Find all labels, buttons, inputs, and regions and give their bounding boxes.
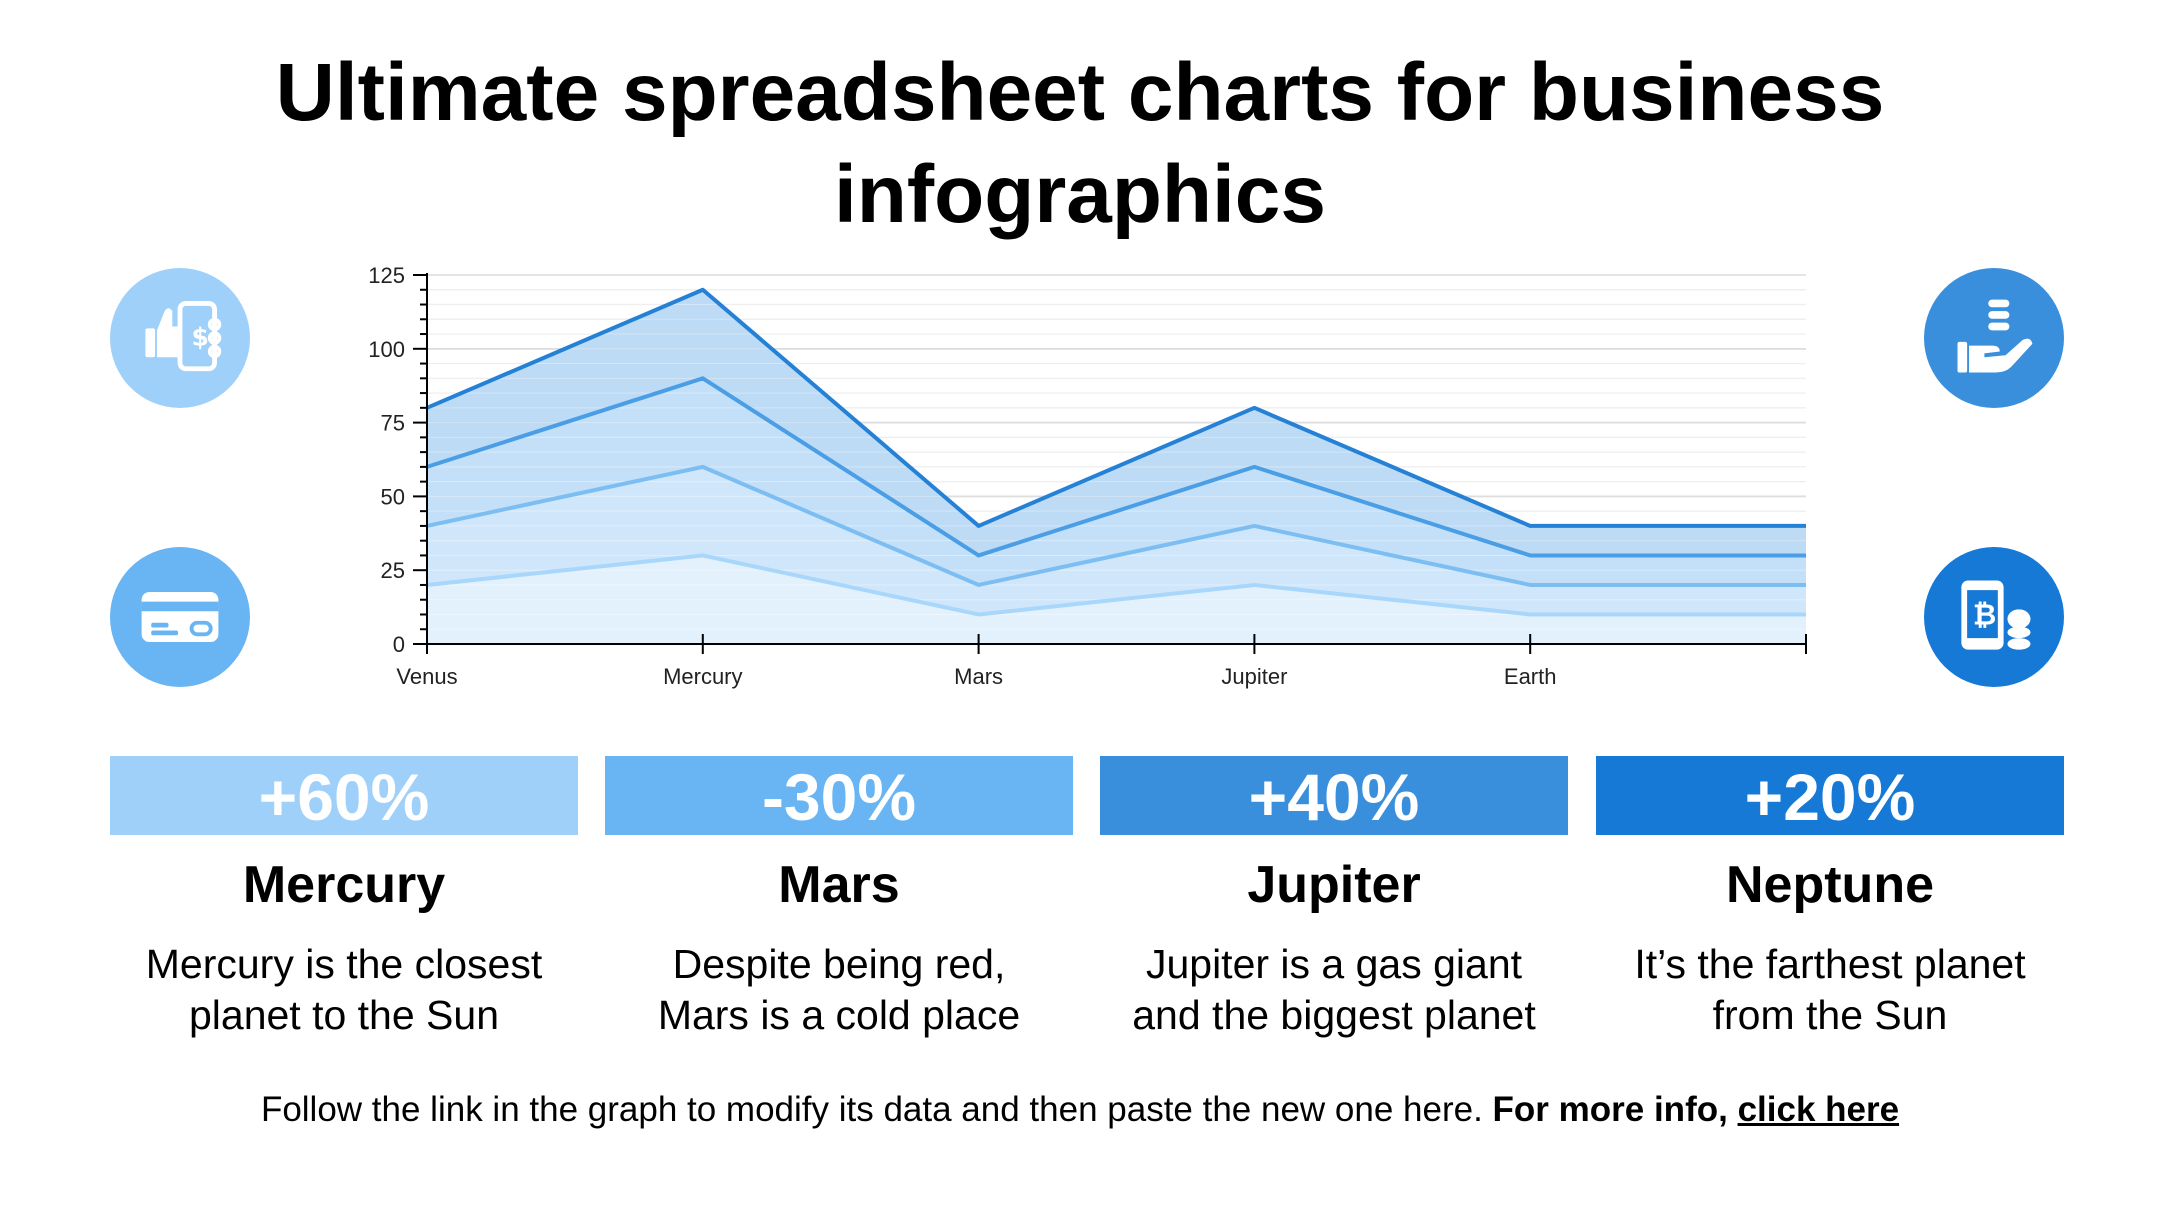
page-title: Ultimate spreadsheet charts for business… <box>275 47 1885 240</box>
series-line-2 <box>426 464 1806 587</box>
card-description: It’s the farthest planet from the Sun <box>1596 939 2064 1041</box>
area-series-1 <box>427 555 1806 644</box>
y-tick-label: 125 <box>368 263 405 288</box>
more-info-link[interactable]: click here <box>1737 1090 1900 1129</box>
x-tick-label: Mercury <box>663 664 742 689</box>
stat-card-mercury: +60% Mercury Mercury is the closest plan… <box>110 756 578 1041</box>
x-tick-label: Jupiter <box>1221 664 1287 689</box>
card-description: Despite being red, Mars is a cold place <box>605 939 1073 1041</box>
card-title: Neptune <box>1726 856 1934 914</box>
x-tick-label: Mars <box>954 664 1003 689</box>
footer-note: Follow the link in the graph to modify i… <box>0 1088 2160 1132</box>
stat-bar: +20% <box>1596 756 2064 835</box>
stat-bar: -30% <box>605 756 1073 835</box>
card-title: Mars <box>778 856 900 914</box>
card-description: Jupiter is a gas giant and the biggest p… <box>1100 939 1568 1041</box>
card-description-line: Jupiter is a gas giant <box>1145 941 1523 987</box>
mobile-bitcoin-icon: ₿ <box>1924 547 2064 687</box>
stat-card-neptune: +20% Neptune It’s the farthest planet fr… <box>1596 756 2064 1041</box>
card-description-line: and the biggest planet <box>1132 992 1536 1038</box>
y-tick-label: 50 <box>381 484 405 509</box>
series-line-3 <box>426 376 1806 558</box>
stacked-area-chart: 0 25 50 75 100 125 Venus Mercury Mars Jupiter Eart… <box>368 263 1807 689</box>
x-tick-label: Venus <box>396 664 457 689</box>
y-tick-label: 25 <box>381 558 405 583</box>
series-line-1 <box>426 553 1806 617</box>
svg-text:$: $ <box>192 323 209 352</box>
card-description-line: Mercury is the closest <box>145 941 543 987</box>
card-description-line: It’s the farthest planet <box>1634 941 2026 987</box>
footer-bold-text: For more info, <box>1492 1090 1728 1129</box>
mobile-payment-like-icon: $ <box>110 268 250 408</box>
card-description-line: planet to the Sun <box>188 992 500 1038</box>
card-description-line: from the Sun <box>1712 992 1948 1038</box>
footer-text: Follow the link in the graph to modify i… <box>260 1090 1483 1129</box>
y-tick-label: 100 <box>368 337 405 362</box>
card-description: Mercury is the closest planet to the Sun <box>110 939 578 1041</box>
card-title: Mercury <box>242 856 446 914</box>
series-line-4 <box>426 287 1806 528</box>
hand-coins-icon <box>1924 268 2064 408</box>
card-description-line: Mars is a cold place <box>657 992 1021 1038</box>
card-description-line: Despite being red, <box>672 941 1006 987</box>
stat-card-jupiter: +40% Jupiter Jupiter is a gas giant and … <box>1100 756 1568 1041</box>
y-tick-label: 75 <box>381 411 405 436</box>
stat-bar: +40% <box>1100 756 1568 835</box>
svg-text:₿: ₿ <box>1973 598 1996 632</box>
stat-bar: +60% <box>110 756 578 835</box>
card-title: Jupiter <box>1247 856 1421 914</box>
y-tick-label: 0 <box>393 632 405 657</box>
x-tick-label: Earth <box>1504 664 1557 689</box>
stat-card-mars: -30% Mars Despite being red, Mars is a c… <box>605 756 1073 1041</box>
credit-card-icon <box>110 547 250 687</box>
